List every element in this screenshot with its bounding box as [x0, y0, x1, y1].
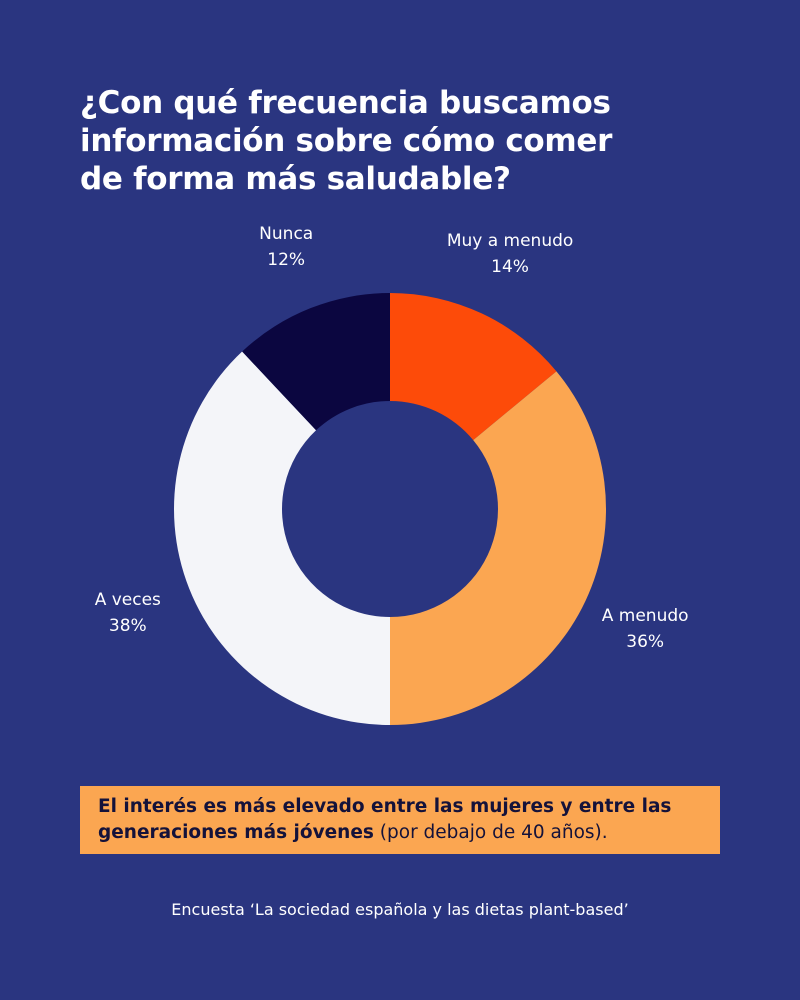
slice-value-0: 14% — [491, 257, 529, 277]
callout-normal-text: (por debajo de 40 años). — [373, 822, 608, 843]
title-line-1: ¿Con qué frecuencia buscamos — [80, 85, 611, 121]
donut-slice-1 — [390, 371, 606, 725]
source-note: Encuesta ‘La sociedad española y las die… — [171, 900, 629, 919]
slice-label-3: Nunca — [259, 224, 313, 244]
slice-value-1: 36% — [626, 632, 664, 652]
slice-label-0: Muy a menudo — [447, 231, 574, 251]
slice-label-1: A menudo — [602, 606, 689, 626]
callout-bold-line-2: generaciones más jóvenes — [98, 822, 374, 843]
title-line-2: información sobre cómo comer — [80, 123, 613, 159]
slice-label-2: A veces — [95, 590, 161, 610]
slice-value-2: 38% — [109, 616, 147, 636]
callout-box: El interés es más elevado entre las muje… — [80, 786, 720, 854]
slice-value-3: 12% — [267, 250, 305, 270]
title-line-3: de forma más saludable? — [80, 161, 511, 197]
donut-slice-0 — [390, 293, 557, 441]
donut-slice-3 — [242, 293, 390, 431]
donut-slice-2 — [174, 351, 390, 725]
chart-title: ¿Con qué frecuencia buscamos información… — [80, 84, 720, 198]
callout-bold-line-1: El interés es más elevado entre las muje… — [98, 796, 672, 817]
